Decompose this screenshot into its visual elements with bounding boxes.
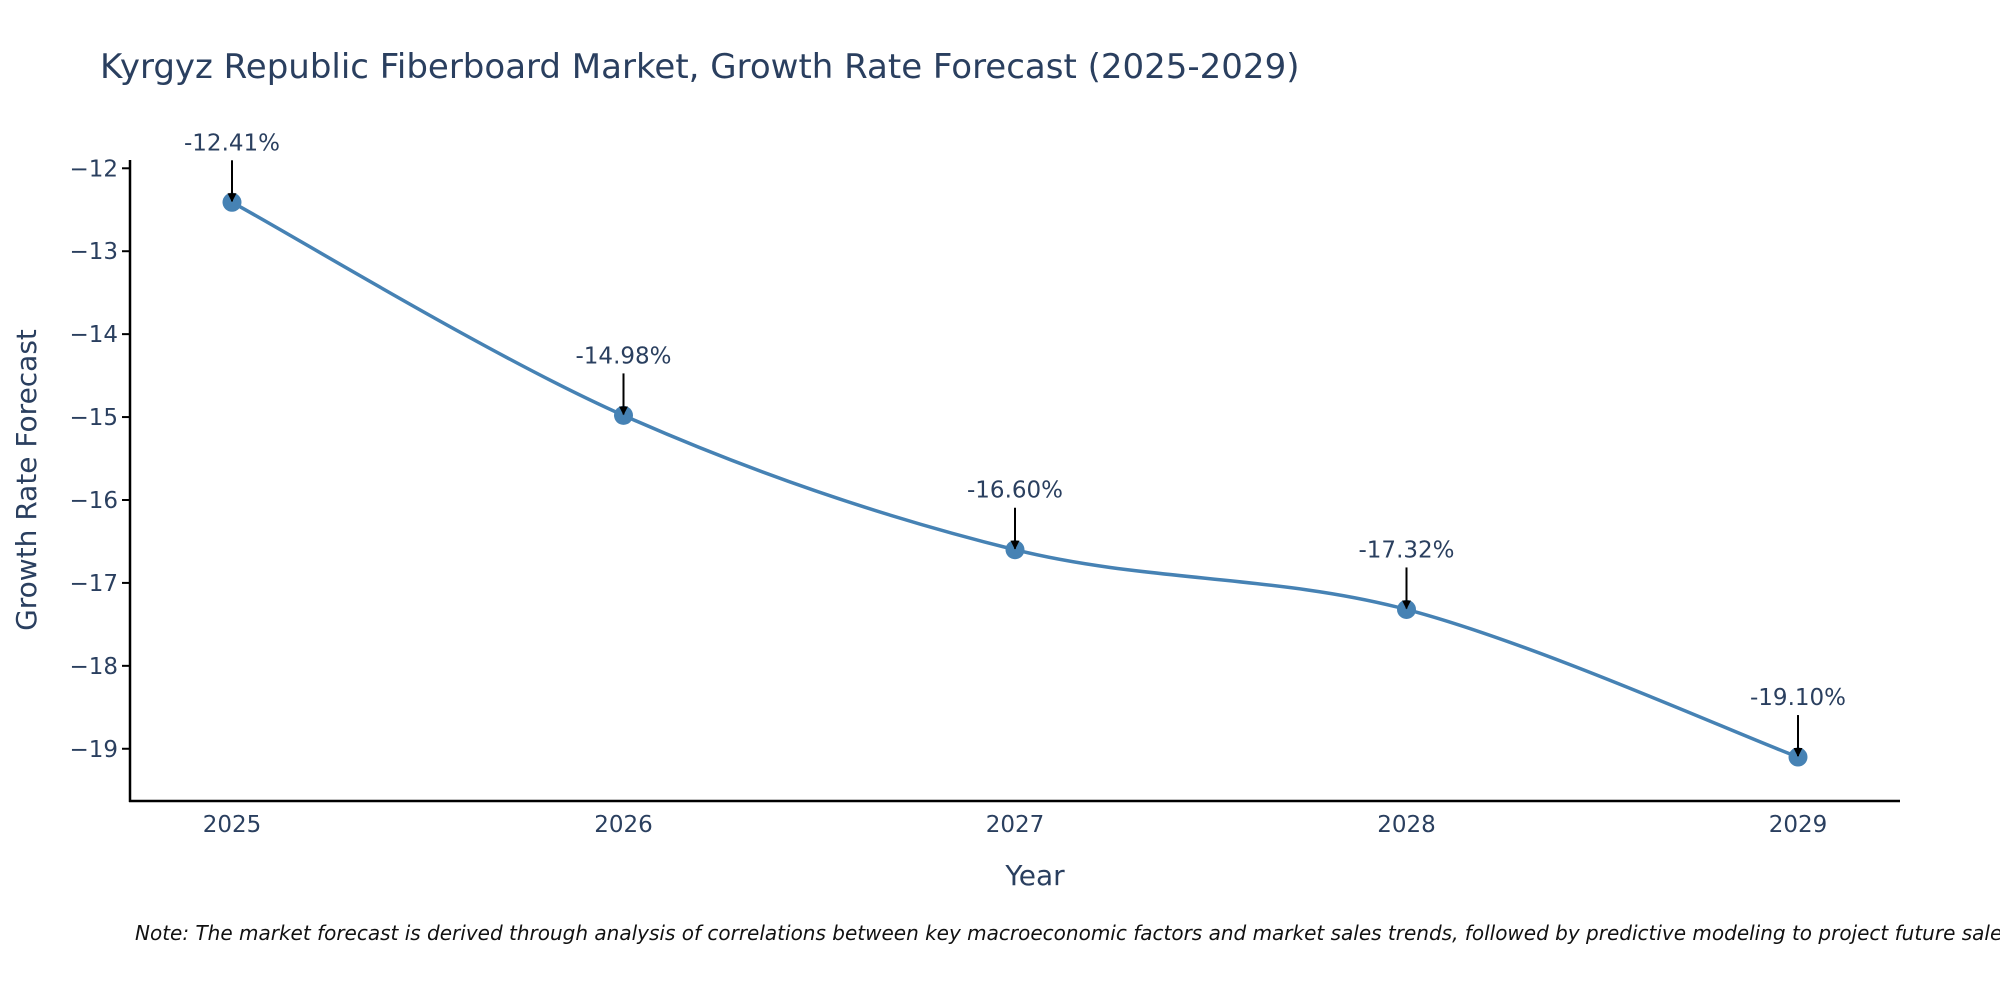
data-labels: -12.41% -14.98% -16.60% -17.32% -19.10% [184, 130, 1846, 757]
y-tick-label: −12 [69, 156, 118, 182]
y-tick-label: −16 [69, 488, 118, 514]
chart-title: Kyrgyz Republic Fiberboard Market, Growt… [100, 47, 1299, 87]
data-label: -17.32% [1359, 537, 1455, 563]
data-point [614, 405, 633, 425]
y-axis-ticks: −12 −13 −14 −15 −16 −17 −18 −19 [69, 156, 130, 763]
data-label: -12.41% [184, 130, 280, 156]
y-axis-title: Growth Rate Forecast [10, 329, 43, 631]
x-tick-label: 2028 [1377, 812, 1436, 838]
y-tick-label: −15 [69, 405, 118, 431]
data-label: -16.60% [967, 478, 1063, 504]
y-tick-label: −18 [69, 654, 118, 680]
data-point [1005, 540, 1025, 560]
x-tick-label: 2029 [1769, 812, 1828, 838]
data-label: -19.10% [1750, 685, 1846, 711]
x-tick-label: 2026 [594, 812, 653, 838]
y-tick-label: −19 [69, 737, 118, 763]
data-point [1788, 747, 1808, 767]
x-axis-ticks: 2025 2026 2027 2028 2029 [203, 812, 1828, 838]
y-tick-label: −14 [69, 322, 118, 348]
data-point [222, 192, 242, 212]
footnote: Note: The market forecast is derived thr… [135, 921, 2000, 945]
data-points [222, 192, 1808, 767]
data-point [1397, 599, 1416, 619]
x-tick-label: 2025 [203, 812, 262, 838]
x-axis-title: Year [1004, 859, 1065, 892]
x-tick-label: 2027 [986, 812, 1045, 838]
y-tick-label: −17 [69, 571, 118, 597]
data-label: -14.98% [576, 343, 672, 369]
y-tick-label: −13 [69, 239, 118, 265]
